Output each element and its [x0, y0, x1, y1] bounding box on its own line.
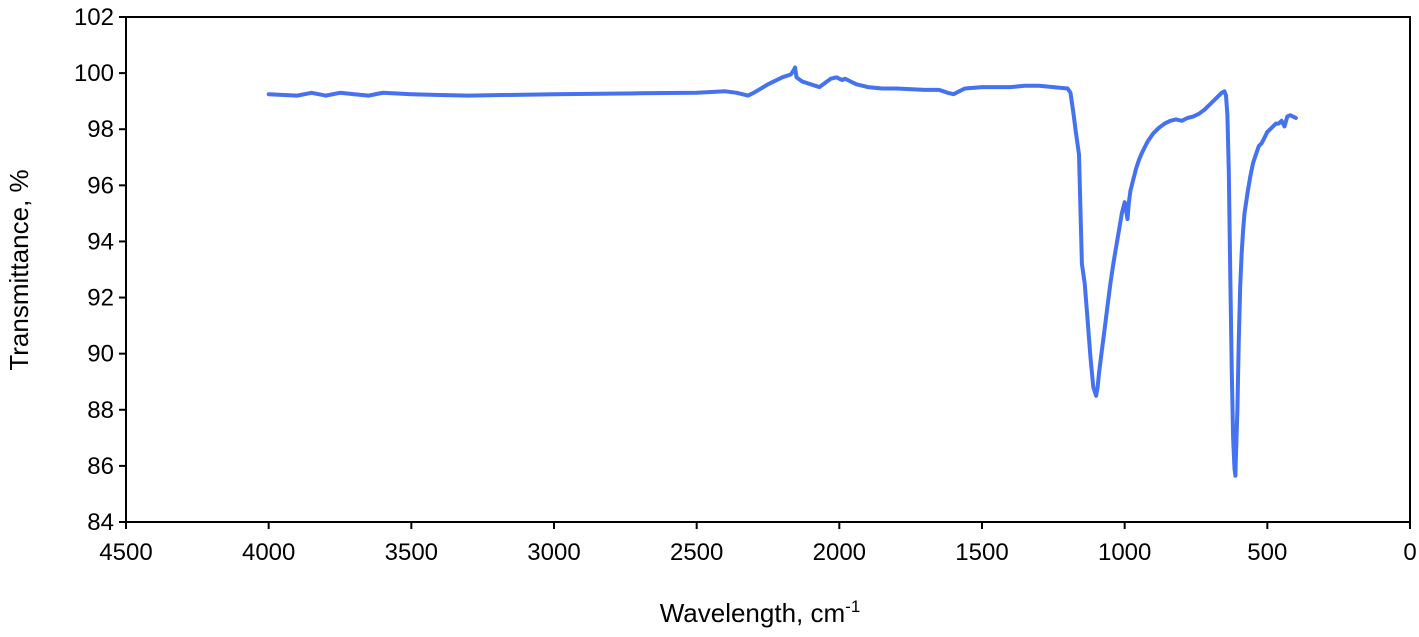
y-tick-label: 100	[74, 60, 114, 87]
y-tick-label: 88	[87, 397, 114, 424]
x-axis-title: Wavelength, cm-1	[660, 597, 861, 628]
y-tick-label: 98	[87, 116, 114, 143]
y-axis-ticks: 84 86 88 90 92 94 96 98 100 102	[74, 4, 126, 536]
x-tick-label: 4000	[242, 539, 295, 566]
x-tick-label: 3500	[385, 539, 438, 566]
y-tick-label: 84	[87, 509, 114, 536]
x-axis-title-superscript: -1	[845, 597, 860, 616]
y-tick-label: 86	[87, 453, 114, 480]
x-tick-label: 0	[1403, 539, 1416, 566]
y-axis-title: Transmittance, %	[4, 169, 34, 370]
x-tick-label: 1500	[955, 539, 1008, 566]
x-axis-ticks: 4500 4000 3500 3000 2500 2000 1500 1000 500 0	[99, 522, 1417, 566]
transmittance-series-line	[266, 65, 1298, 478]
x-axis-title-text: Wavelength, cm	[660, 598, 845, 628]
x-tick-label: 4500	[99, 539, 152, 566]
x-tick-label: 2000	[813, 539, 866, 566]
x-tick-label: 2500	[670, 539, 723, 566]
y-tick-label: 102	[74, 4, 114, 31]
y-tick-label: 90	[87, 341, 114, 368]
x-tick-label: 1000	[1098, 539, 1151, 566]
series-layer	[266, 65, 1298, 478]
x-tick-label: 500	[1247, 539, 1287, 566]
y-tick-label: 92	[87, 285, 114, 312]
x-tick-label: 3000	[527, 539, 580, 566]
y-tick-label: 96	[87, 172, 114, 199]
plot-area-frame	[125, 16, 1411, 523]
y-tick-label: 94	[87, 228, 114, 255]
